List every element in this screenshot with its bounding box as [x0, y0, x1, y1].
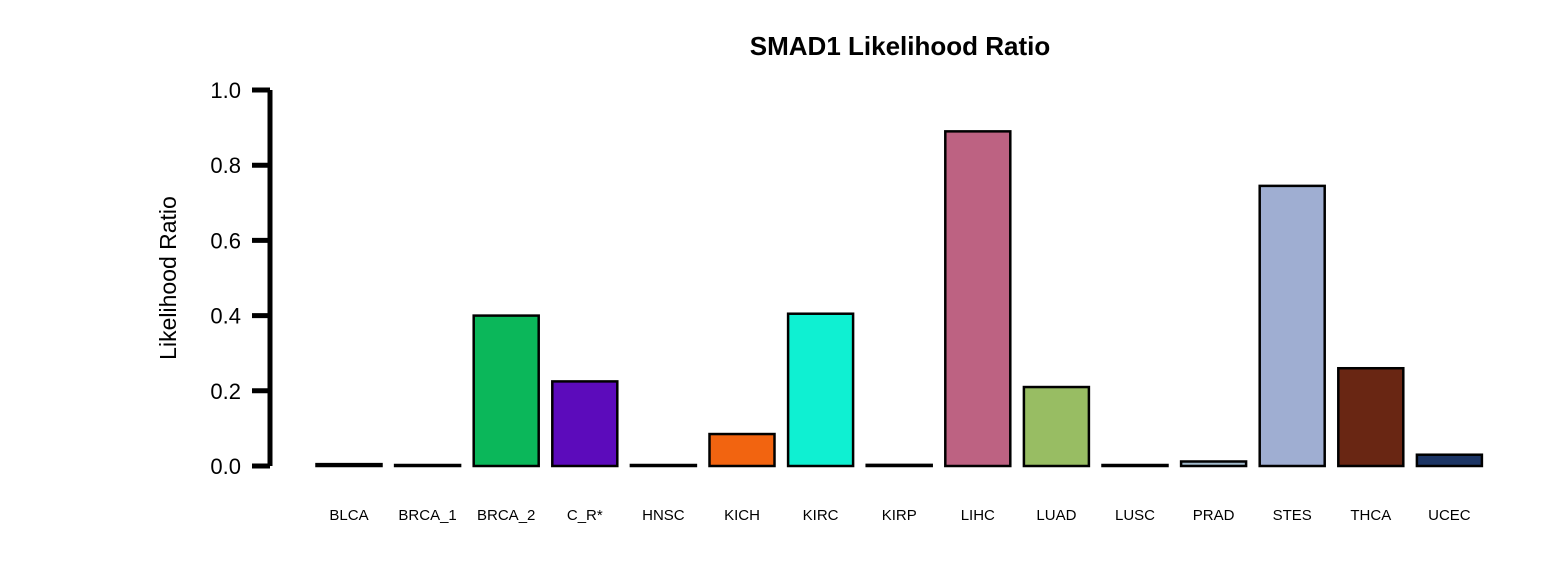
- x-tick-label: BLCA: [329, 507, 368, 524]
- x-tick-label: LUSC: [1115, 507, 1155, 524]
- y-tick-label: 0.8: [210, 153, 241, 178]
- chart-title: SMAD1 Likelihood Ratio: [750, 31, 1050, 61]
- bar-hnsc: [629, 463, 698, 468]
- x-tick-label: BRCA_1: [398, 507, 456, 524]
- x-tick-label: THCA: [1350, 507, 1391, 524]
- bar-kirc: [786, 312, 855, 468]
- y-tick-label: 1.0: [210, 78, 241, 103]
- x-tick-label: BRCA_2: [477, 507, 535, 524]
- x-tick-label: KICH: [724, 507, 760, 524]
- bar-kich: [708, 432, 776, 468]
- bars: [315, 130, 1484, 468]
- y-axis-label: Likelihood Ratio: [155, 196, 181, 360]
- bar-blca: [315, 462, 383, 468]
- bar-brca-1: [393, 463, 462, 468]
- x-tick-label: LUAD: [1036, 507, 1076, 524]
- x-tick-label: KIRP: [882, 507, 917, 524]
- bar-lihc: [944, 130, 1012, 468]
- x-tick-label: HNSC: [642, 507, 685, 524]
- x-tick-label: PRAD: [1193, 507, 1235, 524]
- x-axis-labels: BLCA BRCA_1 BRCA_2 C_R* HNSC KICH KIRC KIRP LIHC…: [329, 507, 1470, 524]
- bar-lusc: [1101, 463, 1169, 468]
- y-axis: 0.0 0.2 0.4 0.6 0.8 1.0: [210, 78, 273, 479]
- bar-brca-2: [472, 314, 540, 468]
- y-tick-label: 0.6: [210, 228, 241, 253]
- bar-stes: [1258, 184, 1326, 468]
- bar-c-r: [551, 380, 619, 468]
- x-tick-label: STES: [1273, 507, 1312, 524]
- x-tick-label: LIHC: [961, 507, 995, 524]
- bar-prad: [1179, 460, 1248, 468]
- x-tick-label: UCEC: [1428, 507, 1471, 524]
- x-tick-label: C_R*: [567, 507, 603, 524]
- y-tick-label: 0.2: [210, 379, 241, 404]
- bar-kirp: [865, 463, 933, 468]
- bar-luad: [1022, 385, 1091, 468]
- bar-ucec: [1415, 453, 1484, 468]
- bar-thca: [1337, 366, 1405, 468]
- y-tick-label: 0.0: [210, 454, 241, 479]
- y-tick-label: 0.4: [210, 304, 241, 329]
- x-tick-label: KIRC: [803, 507, 839, 524]
